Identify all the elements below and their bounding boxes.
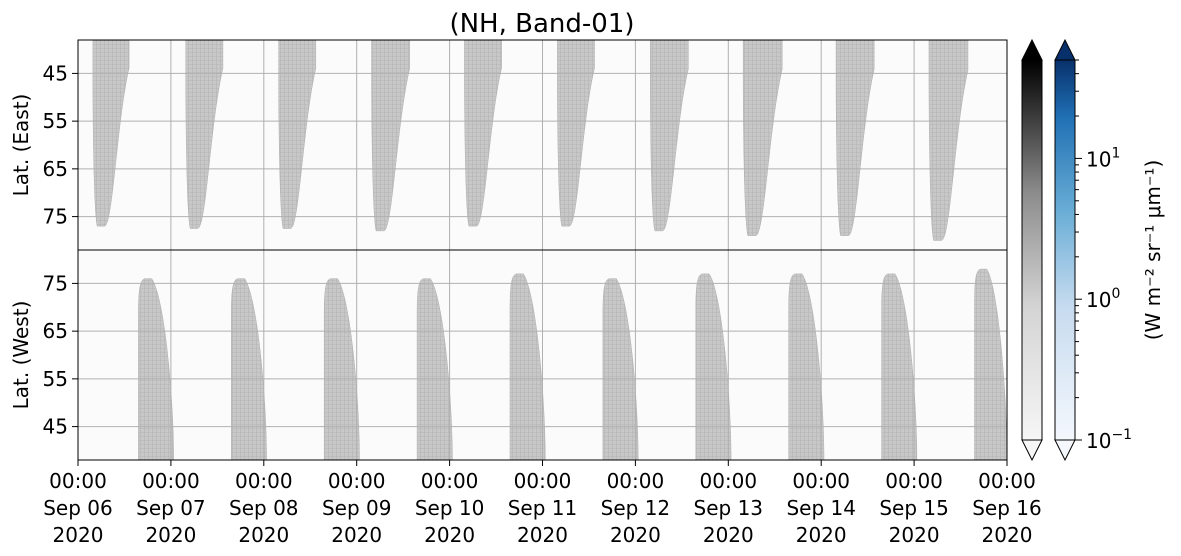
y-tick-label: 75 [43, 271, 68, 295]
west-y-ticks: 75 65 55 45 [43, 271, 78, 439]
east-swaths [92, 40, 969, 241]
x-tick-label: Sep 06 [43, 496, 113, 520]
x-tick-label: Sep 08 [229, 496, 299, 520]
x-tick-label: 00:00 [699, 469, 757, 493]
colorbar-greys-body [1021, 59, 1043, 441]
x-tick-label: 00:00 [235, 469, 293, 493]
swath-east-5 [557, 40, 595, 227]
west-swaths [138, 268, 1007, 460]
panel-west: Lat. (West) 75 65 55 45 [9, 249, 1008, 461]
x-tick-label: 2020 [517, 523, 568, 547]
x-tick-label: 00:00 [49, 469, 107, 493]
x-tick-label: 2020 [796, 523, 847, 547]
y-axis-label-east: Lat. (East) [9, 94, 33, 197]
swath-west-2 [323, 278, 360, 460]
x-tick-label: 00:00 [328, 469, 386, 493]
chart-title: (NH, Band-01) [449, 9, 634, 39]
swath-west-0 [138, 278, 174, 460]
x-axis-ticks: 00:00 Sep 06 2020 00:00 Sep 07 2020 00:00 Sep 0… [43, 460, 1042, 547]
x-tick-label: Sep 13 [694, 496, 764, 520]
x-tick-label: Sep 16 [972, 496, 1042, 520]
colorbar-greys-max-extend [1021, 38, 1043, 61]
x-tick-label: Sep 14 [786, 496, 856, 520]
y-tick-label: 75 [43, 205, 68, 229]
swath-east-6 [650, 40, 689, 232]
colorbar-greys [1021, 38, 1043, 462]
y-tick-label: 65 [43, 157, 68, 181]
colorbar-blues [1054, 38, 1076, 462]
x-tick-label: 2020 [889, 523, 940, 547]
x-tick-label: 00:00 [607, 469, 665, 493]
x-tick-label: Sep 12 [601, 496, 671, 520]
swath-east-7 [742, 40, 783, 236]
colorbar-greys-min-extend [1021, 439, 1043, 462]
x-tick-label: Sep 10 [415, 496, 485, 520]
east-grid [77, 40, 1008, 250]
swath-east-0 [92, 40, 130, 227]
colorbar-blues-max-extend [1054, 38, 1076, 61]
x-tick-label: 2020 [703, 523, 754, 547]
swath-east-4 [464, 40, 502, 227]
y-tick-label: 65 [43, 319, 68, 343]
x-tick-label: 00:00 [885, 469, 943, 493]
x-tick-label: 2020 [145, 523, 196, 547]
y-tick-label: 45 [43, 61, 68, 85]
swath-west-1 [231, 278, 267, 460]
swath-west-5 [602, 278, 639, 460]
x-tick-label: 00:00 [978, 469, 1036, 493]
x-tick-label: 00:00 [142, 469, 200, 493]
y-axis-label-west: Lat. (West) [9, 301, 33, 410]
east-y-ticks: 45 55 65 75 [43, 61, 78, 229]
swath-east-9 [928, 40, 969, 241]
x-tick-label: 2020 [53, 523, 104, 547]
x-tick-label: 00:00 [514, 469, 572, 493]
y-tick-label: 55 [43, 109, 68, 133]
colorbar-label: (W m⁻² sr⁻¹ μm⁻¹) [1141, 160, 1165, 341]
x-tick-label: Sep 09 [322, 496, 392, 520]
colorbar-tick-label: 101 [1086, 145, 1120, 171]
y-tick-label: 55 [43, 367, 68, 391]
colorbar-blues-min-extend [1054, 439, 1076, 462]
x-tick-label: Sep 11 [508, 496, 578, 520]
colorbar-tick-label: 10−1 [1086, 427, 1132, 453]
swath-east-3 [371, 40, 410, 232]
x-tick-label: 2020 [424, 523, 475, 547]
x-tick-label: 2020 [610, 523, 661, 547]
x-tick-label: 00:00 [421, 469, 479, 493]
x-tick-label: Sep 15 [879, 496, 949, 520]
x-tick-label: Sep 07 [136, 496, 206, 520]
colorbar-tick-label: 100 [1086, 286, 1120, 312]
x-tick-label: 2020 [331, 523, 382, 547]
colorbar-blues-body [1054, 59, 1076, 441]
x-tick-label: 00:00 [792, 469, 850, 493]
colorbar-ticks: 101 100 10−1 [1075, 59, 1132, 453]
x-tick-label: 2020 [982, 523, 1033, 547]
panel-east: Lat. (East) 45 55 65 75 [9, 39, 1008, 251]
swath-east-8 [835, 40, 875, 236]
swath-west-3 [416, 278, 453, 460]
x-tick-label: 2020 [238, 523, 289, 547]
y-tick-label: 45 [43, 415, 68, 439]
